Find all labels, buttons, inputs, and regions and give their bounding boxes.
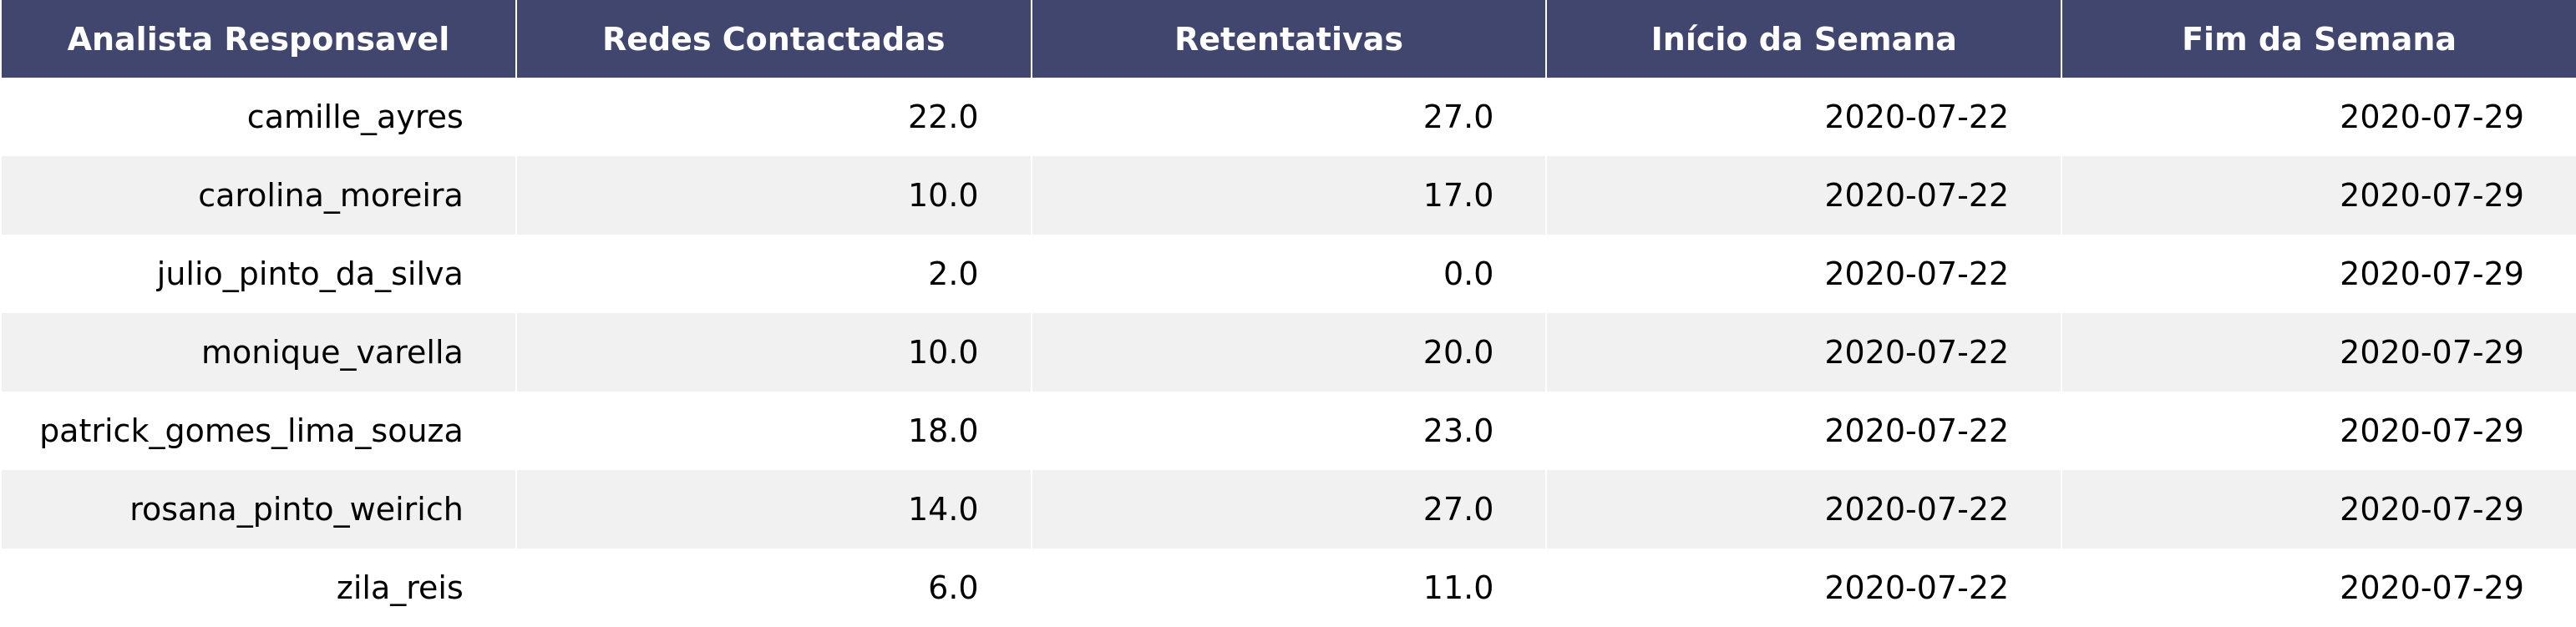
table-header: Analista Responsavel Redes Contactadas R… bbox=[0, 0, 2576, 78]
cell-fim-semana: 2020-07-29 bbox=[2061, 392, 2576, 470]
cell-inicio-semana: 2020-07-22 bbox=[1545, 156, 2063, 235]
cell-fim-semana: 2020-07-29 bbox=[2061, 78, 2576, 156]
table-row: carolina_moreira 10.0 17.0 2020-07-22 20… bbox=[0, 156, 2576, 235]
cell-analista: julio_pinto_da_silva bbox=[0, 235, 517, 313]
cell-analista: camille_ayres bbox=[0, 78, 517, 156]
table-row: camille_ayres 22.0 27.0 2020-07-22 2020-… bbox=[0, 78, 2576, 156]
cell-fim-semana: 2020-07-29 bbox=[2061, 470, 2576, 549]
table-row: julio_pinto_da_silva 2.0 0.0 2020-07-22 … bbox=[0, 235, 2576, 313]
cell-inicio-semana: 2020-07-22 bbox=[1545, 313, 2063, 392]
cell-analista: monique_varella bbox=[0, 313, 517, 392]
table-row: monique_varella 10.0 20.0 2020-07-22 202… bbox=[0, 313, 2576, 392]
cell-redes-contactadas: 10.0 bbox=[515, 313, 1032, 392]
cell-fim-semana: 2020-07-29 bbox=[2061, 235, 2576, 313]
cell-retentativas: 0.0 bbox=[1030, 235, 1548, 313]
cell-fim-semana: 2020-07-29 bbox=[2061, 156, 2576, 235]
table-row: patrick_gomes_lima_souza 18.0 23.0 2020-… bbox=[0, 392, 2576, 470]
column-header-fim-semana: Fim da Semana bbox=[2061, 0, 2576, 78]
cell-redes-contactadas: 22.0 bbox=[515, 78, 1032, 156]
cell-analista: zila_reis bbox=[0, 549, 517, 627]
cell-inicio-semana: 2020-07-22 bbox=[1545, 470, 2063, 549]
cell-retentativas: 11.0 bbox=[1030, 549, 1548, 627]
column-header-inicio-semana: Início da Semana bbox=[1545, 0, 2063, 78]
cell-fim-semana: 2020-07-29 bbox=[2061, 313, 2576, 392]
cell-redes-contactadas: 14.0 bbox=[515, 470, 1032, 549]
cell-retentativas: 27.0 bbox=[1030, 78, 1548, 156]
cell-analista: rosana_pinto_weirich bbox=[0, 470, 517, 549]
cell-inicio-semana: 2020-07-22 bbox=[1545, 392, 2063, 470]
table-row: zila_reis 6.0 11.0 2020-07-22 2020-07-29 bbox=[0, 549, 2576, 627]
header-row: Analista Responsavel Redes Contactadas R… bbox=[0, 0, 2576, 78]
cell-retentativas: 20.0 bbox=[1030, 313, 1548, 392]
column-header-retentativas: Retentativas bbox=[1030, 0, 1548, 78]
cell-redes-contactadas: 2.0 bbox=[515, 235, 1032, 313]
cell-inicio-semana: 2020-07-22 bbox=[1545, 235, 2063, 313]
cell-retentativas: 23.0 bbox=[1030, 392, 1548, 470]
cell-fim-semana: 2020-07-29 bbox=[2061, 549, 2576, 627]
cell-inicio-semana: 2020-07-22 bbox=[1545, 549, 2063, 627]
cell-analista: patrick_gomes_lima_souza bbox=[0, 392, 517, 470]
cell-inicio-semana: 2020-07-22 bbox=[1545, 78, 2063, 156]
cell-analista: carolina_moreira bbox=[0, 156, 517, 235]
cell-redes-contactadas: 6.0 bbox=[515, 549, 1032, 627]
cell-retentativas: 27.0 bbox=[1030, 470, 1548, 549]
column-header-redes-contactadas: Redes Contactadas bbox=[515, 0, 1032, 78]
table-row: rosana_pinto_weirich 14.0 27.0 2020-07-2… bbox=[0, 470, 2576, 549]
table-body: camille_ayres 22.0 27.0 2020-07-22 2020-… bbox=[0, 78, 2576, 627]
cell-redes-contactadas: 10.0 bbox=[515, 156, 1032, 235]
column-header-analista: Analista Responsavel bbox=[0, 0, 517, 78]
cell-retentativas: 17.0 bbox=[1030, 156, 1548, 235]
cell-redes-contactadas: 18.0 bbox=[515, 392, 1032, 470]
